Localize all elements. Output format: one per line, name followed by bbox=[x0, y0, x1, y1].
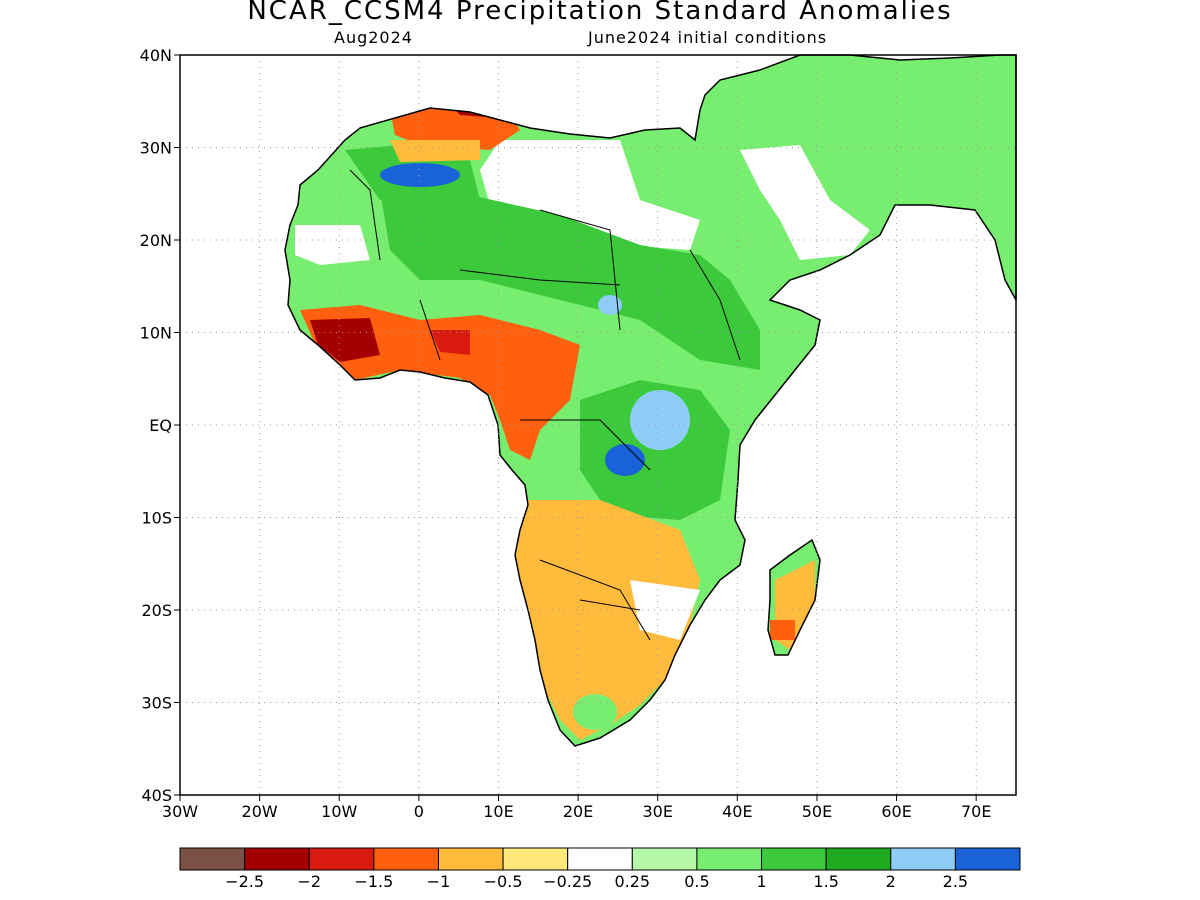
colorbar-label: 1.5 bbox=[813, 872, 838, 891]
lat-tick-label: 40S bbox=[141, 786, 172, 805]
colorbar-label: −2.5 bbox=[225, 872, 264, 891]
lat-tick-label: 10N bbox=[140, 324, 172, 343]
sahel-wet-belt bbox=[380, 190, 760, 370]
lon-tick-label: 0 bbox=[414, 802, 424, 821]
colorbar-label: −0.5 bbox=[484, 872, 523, 891]
wet-core-great-lakes bbox=[630, 390, 690, 450]
lon-tick-label: 50E bbox=[802, 802, 832, 821]
lon-tick-label: 30W bbox=[162, 802, 198, 821]
lon-tick-label: 20E bbox=[563, 802, 593, 821]
colorbar-label: 2.5 bbox=[943, 872, 968, 891]
south-africa-wet bbox=[573, 694, 617, 730]
colorbar-swatch bbox=[696, 847, 763, 871]
colorbar-label: 0.5 bbox=[684, 872, 709, 891]
coastlines bbox=[284, 54, 1017, 747]
wet-core-congo bbox=[605, 444, 645, 476]
colorbar-label: 1 bbox=[756, 872, 766, 891]
colorbar-swatch bbox=[761, 847, 827, 871]
lat-tick-label: 20N bbox=[140, 231, 172, 250]
colorbar-swatch bbox=[825, 847, 892, 871]
lon-tick-label: 70E bbox=[961, 802, 991, 821]
lon-tick-label: 60E bbox=[881, 802, 911, 821]
lon-tick-label: 10W bbox=[321, 802, 357, 821]
madagascar-dry-core bbox=[770, 620, 795, 640]
forecast-month: Aug2024 bbox=[334, 28, 413, 47]
country-borders bbox=[349, 169, 741, 641]
lon-tick-label: 20W bbox=[242, 802, 278, 821]
algeria-light-dry bbox=[390, 140, 480, 162]
colorbar-swatch bbox=[244, 847, 310, 871]
initial-conditions: June2024 initial conditions bbox=[588, 28, 828, 47]
guinea-dry-core bbox=[310, 318, 380, 362]
lat-tick-label: EQ bbox=[149, 416, 172, 435]
colorbar-swatch bbox=[567, 847, 633, 871]
longitude-ticks: 30W 20W 10W 0 10E 20E 30E 40E 50E 60E 70E bbox=[162, 795, 991, 821]
colorbar-swatch bbox=[502, 847, 569, 871]
sahara-neutral-patch bbox=[480, 140, 700, 250]
lon-tick-label: 40E bbox=[722, 802, 752, 821]
southern-africa-neutral bbox=[630, 580, 700, 640]
colorbar-swatch bbox=[373, 847, 439, 871]
lat-tick-label: 10S bbox=[141, 509, 172, 528]
lon-tick-label: 10E bbox=[483, 802, 513, 821]
colorbar-label: 0.25 bbox=[614, 872, 650, 891]
colorbar: −2.5 −2 −1.5 −1 −0.5 −0.25 0.25 0.5 1 1.5 2 2.5 bbox=[179, 847, 1021, 891]
colorbar-swatch bbox=[308, 847, 375, 871]
lat-tick-label: 40N bbox=[140, 46, 172, 65]
arabia-neutral-patch bbox=[740, 145, 870, 260]
colorbar-label: −1.5 bbox=[354, 872, 393, 891]
latitude-ticks: 40N 30N 20N 10N EQ 10S 20S 30S 40S bbox=[140, 46, 180, 805]
colorbar-swatch bbox=[954, 847, 1021, 871]
map-title: NCAR_CCSM4 Precipitation Standard Anomal… bbox=[247, 0, 953, 26]
east-africa-wet bbox=[580, 380, 730, 520]
colorbar-swatch bbox=[437, 847, 504, 871]
lat-tick-label: 30N bbox=[140, 139, 172, 158]
grid-lines bbox=[180, 55, 1016, 795]
wet-core-sudan bbox=[598, 295, 622, 315]
lat-tick-label: 20S bbox=[141, 601, 172, 620]
colorbar-label: 2 bbox=[886, 872, 896, 891]
colorbar-label: −2 bbox=[297, 872, 321, 891]
lon-tick-label: 30E bbox=[642, 802, 672, 821]
lat-tick-label: 30S bbox=[141, 694, 172, 713]
colorbar-swatch bbox=[631, 847, 698, 871]
wet-core-sahara bbox=[380, 163, 460, 187]
colorbar-swatch bbox=[179, 847, 246, 871]
southern-africa-dry bbox=[515, 500, 700, 740]
western-sahara-neutral-patch bbox=[295, 225, 370, 265]
colorbar-label: −0.25 bbox=[543, 872, 592, 891]
nigeria-dry-core bbox=[430, 330, 470, 355]
colorbar-swatch bbox=[890, 847, 956, 871]
colorbar-label: −1 bbox=[427, 872, 451, 891]
